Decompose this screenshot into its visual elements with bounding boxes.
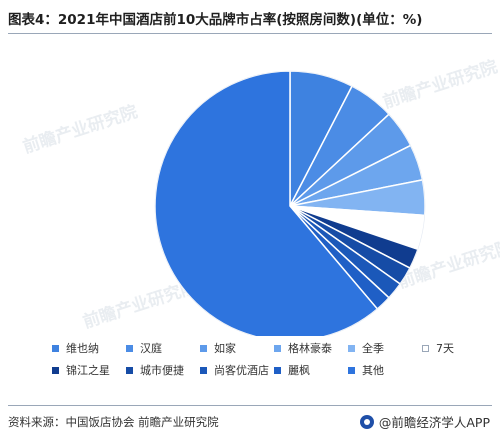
brand-label: @前瞻经济学人APP bbox=[378, 415, 490, 430]
legend-item: 锦江之星 bbox=[52, 362, 110, 378]
legend-swatch bbox=[126, 366, 133, 374]
legend-item: 其他 bbox=[348, 362, 384, 378]
legend-item: 麗枫 bbox=[274, 362, 310, 378]
legend-swatch bbox=[274, 366, 281, 374]
legend-label: 格林豪泰 bbox=[288, 342, 332, 355]
footer-divider bbox=[8, 405, 492, 406]
legend-swatch bbox=[52, 344, 59, 352]
pie-chart bbox=[154, 70, 426, 336]
legend-item: 如家 bbox=[200, 340, 236, 356]
pie-outline bbox=[154, 70, 426, 336]
legend-label: 汉庭 bbox=[140, 342, 162, 355]
legend-label: 7天 bbox=[436, 342, 454, 355]
legend-swatch bbox=[126, 344, 133, 352]
brand-credit[interactable]: @前瞻经济学人APP bbox=[359, 412, 490, 431]
legend-item: 全季 bbox=[348, 340, 384, 356]
legend-label: 尚客优酒店 bbox=[214, 364, 269, 377]
legend-label: 麗枫 bbox=[288, 364, 310, 377]
legend-item: 汉庭 bbox=[126, 340, 162, 356]
legend-label: 城市便捷 bbox=[140, 364, 184, 377]
legend-label: 全季 bbox=[362, 342, 384, 355]
legend-swatch bbox=[348, 366, 355, 374]
legend-swatch bbox=[52, 366, 59, 374]
legend-label: 锦江之星 bbox=[66, 364, 110, 377]
chart-title: 图表4：2021年中国酒店前10大品牌市占率(按照房间数)(单位：%) bbox=[8, 12, 423, 28]
legend-swatch bbox=[200, 366, 207, 374]
title-divider bbox=[8, 33, 492, 34]
legend-label: 其他 bbox=[362, 364, 384, 377]
legend-label: 如家 bbox=[214, 342, 236, 355]
legend-item: 格林豪泰 bbox=[274, 340, 332, 356]
legend-item: 维也纳 bbox=[52, 340, 99, 356]
legend-item: 7天 bbox=[422, 340, 454, 356]
legend-swatch bbox=[348, 344, 355, 352]
legend-swatch bbox=[200, 344, 207, 352]
source-note: 资料来源：中国饭店协会 前瞻产业研究院 bbox=[8, 415, 219, 429]
legend-label: 维也纳 bbox=[66, 342, 99, 355]
legend-swatch bbox=[422, 344, 429, 352]
legend-item: 尚客优酒店 bbox=[200, 362, 269, 378]
legend-swatch bbox=[274, 344, 281, 352]
legend-item: 城市便捷 bbox=[126, 362, 184, 378]
brand-logo-icon bbox=[359, 414, 374, 429]
